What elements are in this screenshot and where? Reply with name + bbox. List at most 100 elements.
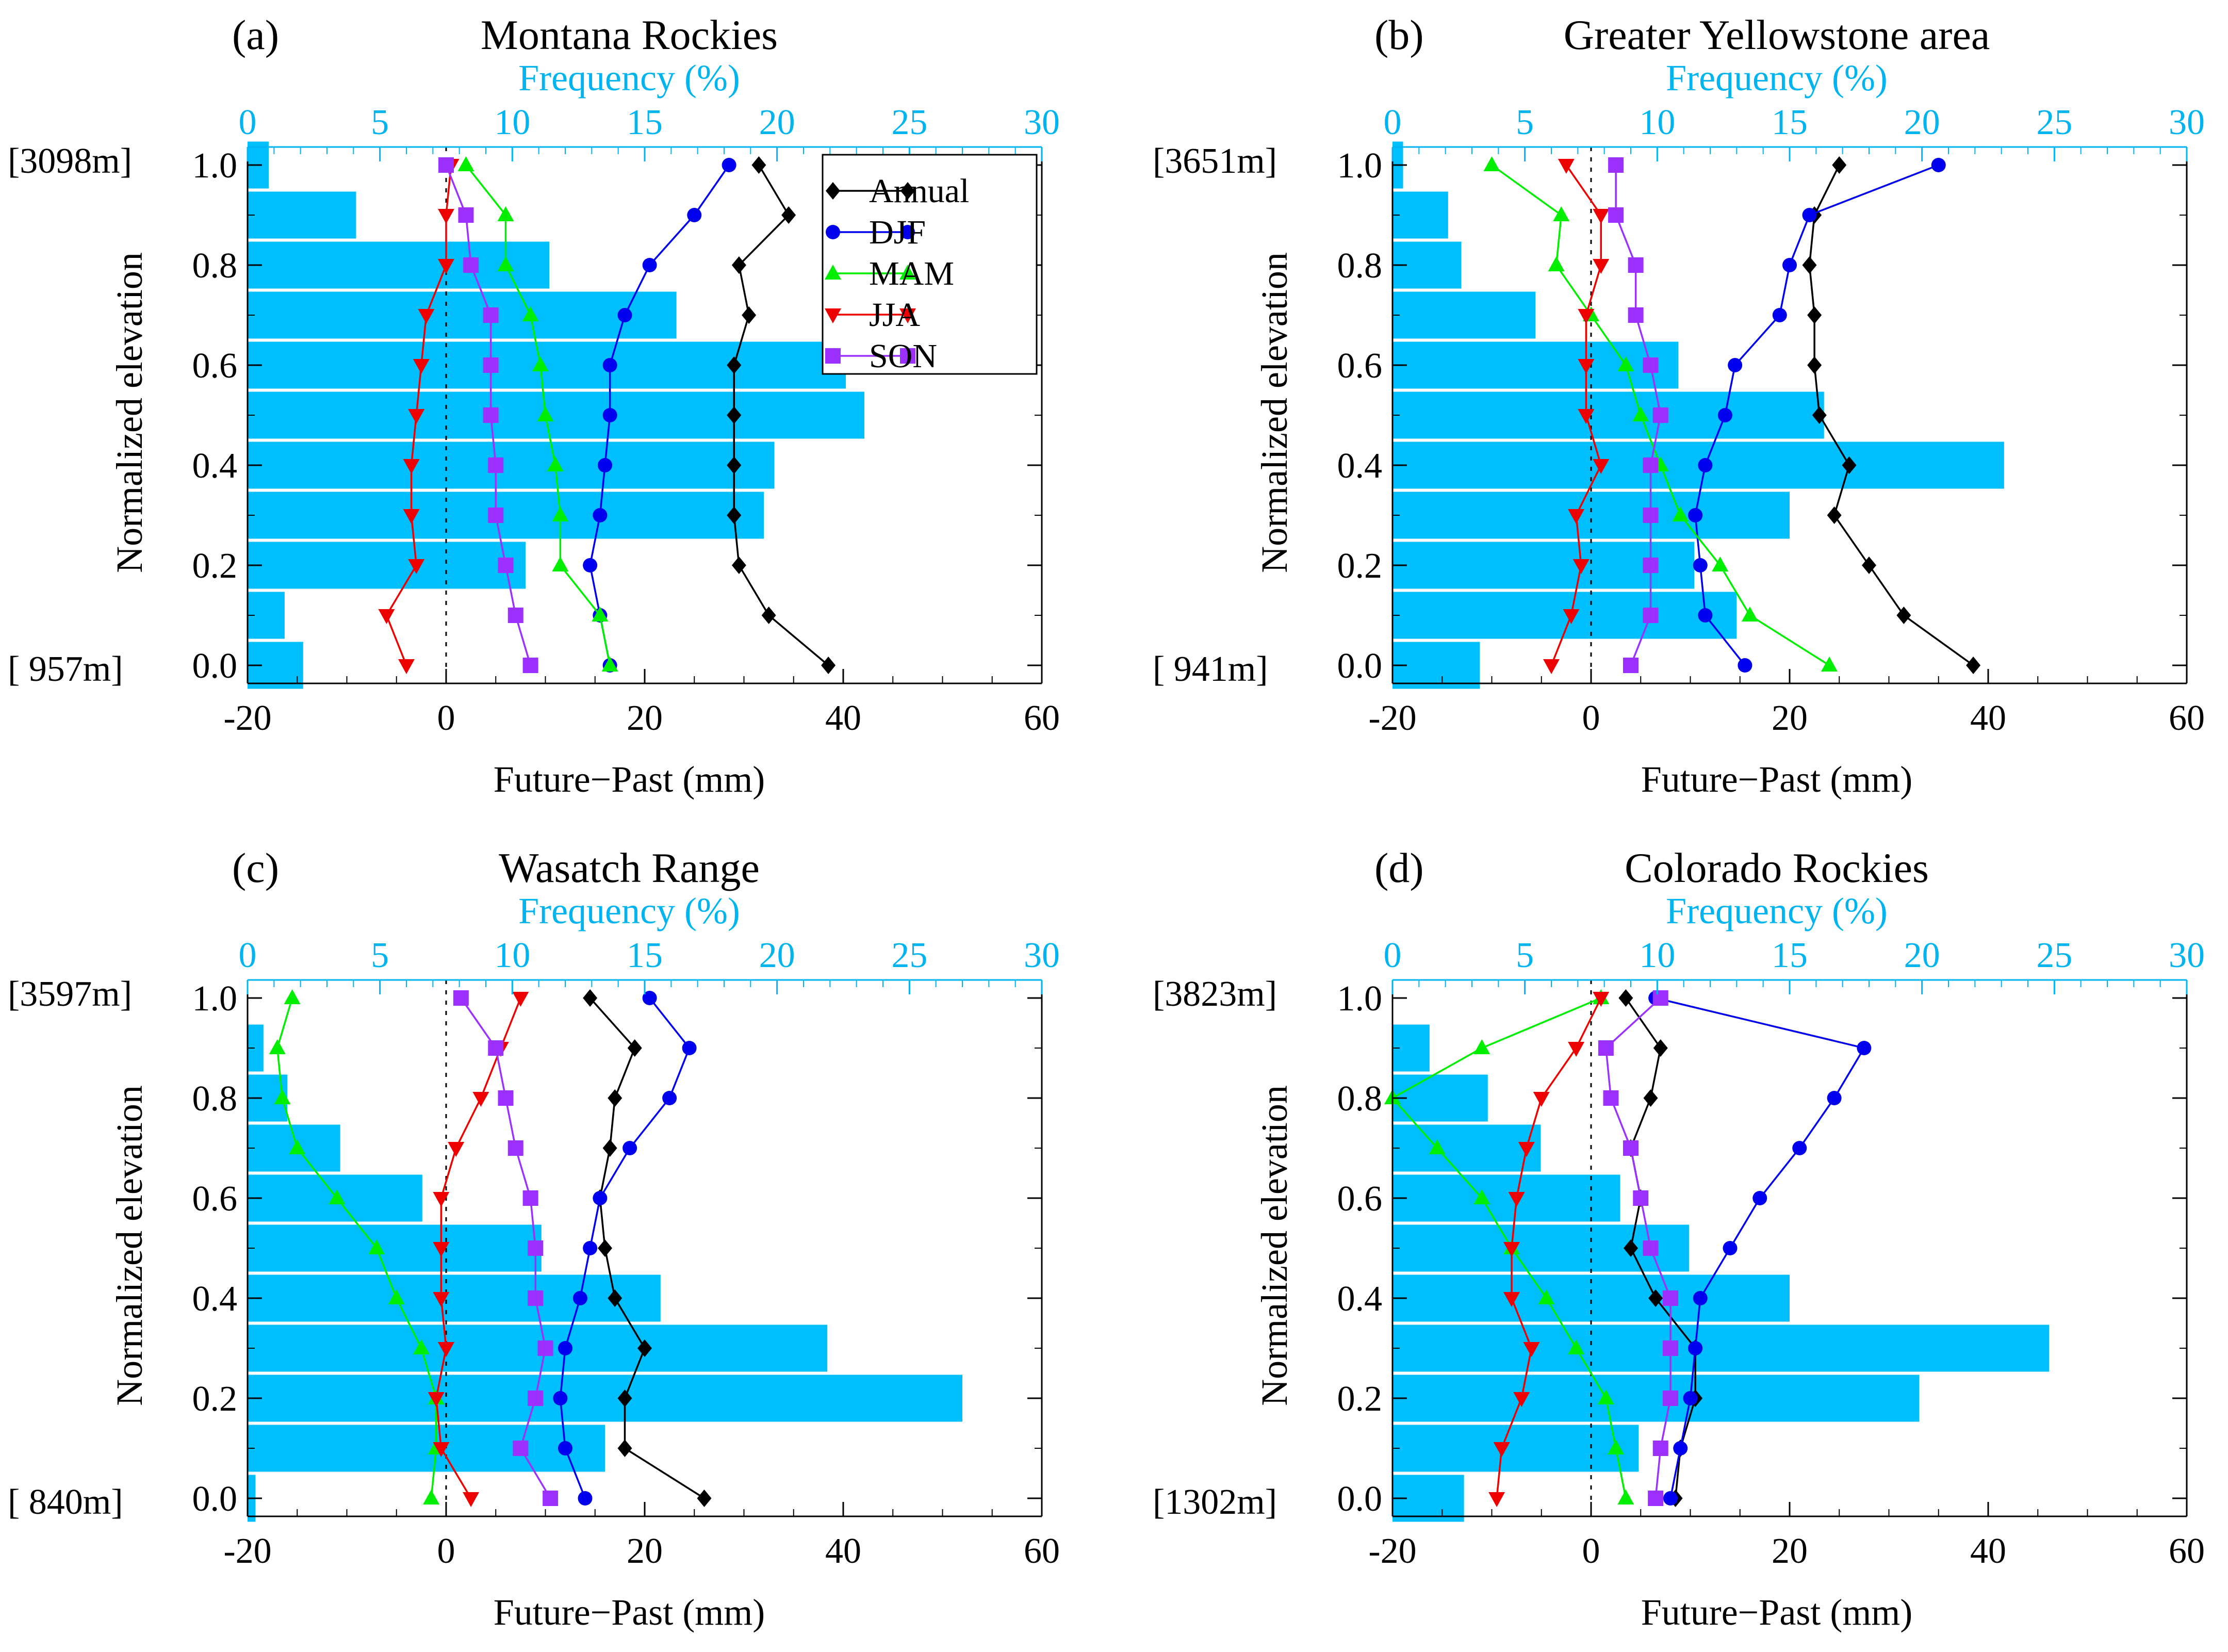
series-point-mam <box>532 356 549 371</box>
series-point-djf <box>1772 308 1787 322</box>
series-lines <box>269 989 712 1507</box>
series-point-son <box>438 157 454 173</box>
frequency-bar <box>1392 1174 1620 1222</box>
series-point-jja <box>433 1242 450 1257</box>
series-point-annual <box>751 156 766 174</box>
legend-label-jja: JJA <box>869 296 920 334</box>
series-lines <box>378 156 836 674</box>
series-point-jja <box>1533 1092 1550 1107</box>
y-axis-label: Normalized elevation <box>109 1085 150 1406</box>
series-point-jja <box>1503 1292 1520 1307</box>
y-axis-label: Normalized elevation <box>1254 1085 1295 1406</box>
series-point-djf <box>602 358 617 372</box>
series-point-annual <box>637 1339 652 1357</box>
x-axis-label: Future−Past (mm) <box>494 1592 765 1633</box>
freq-tick-label: 20 <box>759 936 795 975</box>
freq-tick-label: 15 <box>1772 103 1808 142</box>
y-tick-label: 1.0 <box>192 146 238 186</box>
legend-marker-son <box>825 348 841 364</box>
panel-a: (a) Montana Rockies Frequency (%) -20 0 20… <box>8 11 1060 800</box>
series-point-jja <box>1523 1342 1540 1357</box>
elevation-top-label: [3651m] <box>1153 141 1277 181</box>
elevation-bottom-label: [ 941m] <box>1153 649 1268 689</box>
y-axis-label: Normalized elevation <box>1254 252 1295 573</box>
series-point-mam <box>547 456 564 471</box>
x-axis-label: Future−Past (mm) <box>494 759 765 800</box>
legend-label-annual: Annual <box>869 172 969 210</box>
bottom-axis-ticks: -20 0 20 40 60 <box>223 669 1060 738</box>
series-point-mam <box>1608 1440 1625 1454</box>
series-point-djf <box>1857 1041 1872 1055</box>
series-point-mam <box>1617 1490 1634 1504</box>
panel-letter: (c) <box>232 844 279 891</box>
series-point-djf <box>558 1341 572 1355</box>
series-point-son <box>498 558 514 573</box>
elevation-top-label: [3823m] <box>1153 974 1277 1014</box>
frequency-bar <box>248 542 526 589</box>
top-axis-label: Frequency (%) <box>518 890 740 931</box>
series-point-mam <box>1548 256 1565 271</box>
top-axis-ticks: 0 5 10 15 20 25 30 <box>239 103 1060 161</box>
panel-d: (d) Colorado Rockies Frequency (%) -20 0 2… <box>1153 844 2205 1633</box>
frequency-bar <box>248 1274 661 1322</box>
series-point-jja <box>1593 992 1610 1007</box>
series-point-mam <box>1553 206 1570 221</box>
left-axis-ticks: 0.0 0.2 0.4 0.6 0.8 1.0 <box>1337 979 2187 1519</box>
series-point-mam <box>552 506 569 521</box>
series-point-djf <box>572 1291 587 1305</box>
series-point-son <box>1643 608 1659 623</box>
series-point-son <box>1652 407 1668 423</box>
frequency-bars <box>1392 141 2004 689</box>
frequency-bar <box>1392 642 1480 689</box>
elevation-top-label: [3098m] <box>8 141 132 181</box>
legend-marker-djf <box>826 225 840 239</box>
series-point-annual <box>627 1039 642 1057</box>
series-point-annual <box>1624 1239 1638 1257</box>
series-point-mam <box>522 306 539 321</box>
frequency-bar <box>1392 341 1679 389</box>
series-point-annual <box>583 989 598 1007</box>
series-point-son <box>453 990 469 1006</box>
x-tick-label: -20 <box>223 1531 271 1571</box>
freq-tick-label: 25 <box>2036 103 2072 142</box>
legend-marker-annual <box>900 182 915 200</box>
series-point-djf <box>1723 1241 1738 1255</box>
x-tick-label: 60 <box>2169 1531 2205 1571</box>
series-point-annual <box>1807 356 1822 374</box>
y-axis-label: Normalized elevation <box>109 252 150 573</box>
panel-b: (b) Greater Yellowstone area Frequency (… <box>1153 11 2205 800</box>
panel-title: Greater Yellowstone area <box>1564 11 1990 58</box>
series-point-djf <box>583 1241 598 1255</box>
series-point-annual <box>781 206 796 224</box>
legend-label-djf: DJF <box>869 214 926 251</box>
series-point-son <box>528 1391 544 1406</box>
series-point-annual <box>1862 557 1876 574</box>
y-tick-label: 0.0 <box>1337 646 1383 686</box>
top-axis-ticks: 0 5 10 15 20 25 30 <box>239 936 1060 994</box>
freq-tick-label: 0 <box>1384 936 1402 975</box>
y-tick-label: 0.4 <box>1337 446 1383 486</box>
freq-tick-label: 25 <box>891 103 927 142</box>
series-point-jja <box>1568 509 1585 524</box>
frequency-bar <box>248 441 775 489</box>
frequency-bar <box>1392 1324 2050 1372</box>
series-point-son <box>1643 1240 1659 1256</box>
freq-tick-label: 10 <box>1639 936 1675 975</box>
x-tick-label: 60 <box>1024 1531 1060 1571</box>
series-point-mam <box>329 1189 346 1204</box>
series-point-son <box>1643 357 1659 373</box>
freq-tick-label: 0 <box>1384 103 1402 142</box>
x-tick-label: 20 <box>627 1531 663 1571</box>
panel-letter: (a) <box>232 11 279 58</box>
series-point-son <box>458 207 474 223</box>
top-axis-label: Frequency (%) <box>1666 57 1888 99</box>
series-point-son <box>498 1090 514 1106</box>
series-point-jja <box>472 1092 489 1107</box>
freq-tick-label: 25 <box>2036 936 2072 975</box>
series-point-son <box>528 1240 544 1256</box>
series-point-mam <box>289 1139 306 1154</box>
series-point-djf <box>1688 1341 1703 1355</box>
freq-tick-label: 10 <box>1639 103 1675 142</box>
y-tick-label: 0.4 <box>192 1279 238 1319</box>
